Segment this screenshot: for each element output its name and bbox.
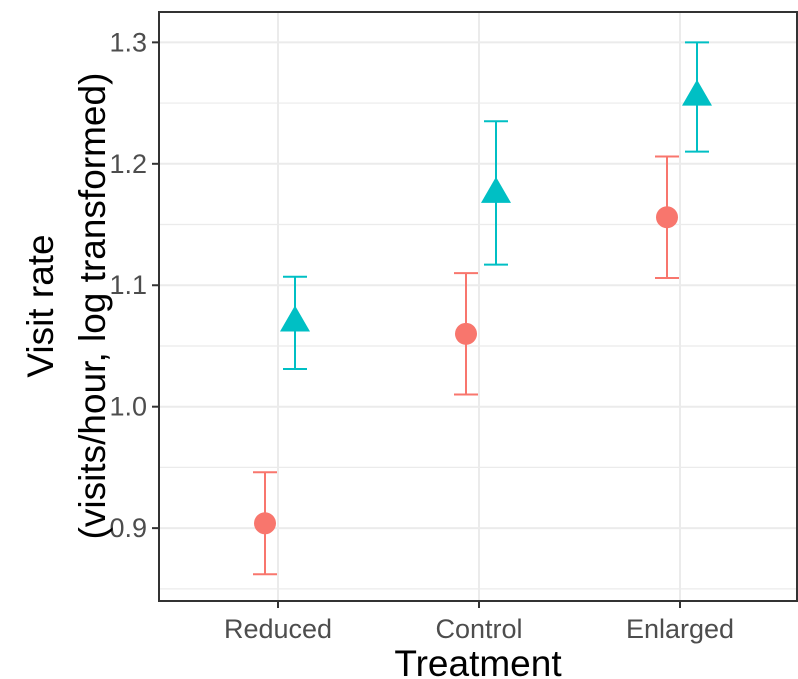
y-axis-title-line1: Visit rate [20,234,61,377]
x-tick-label: Reduced [224,614,332,644]
data-point-triangle [280,305,310,332]
x-tick-label: Control [435,614,522,644]
data-point-circle [254,512,276,535]
y-tick-label: 1.3 [109,27,147,57]
y-axis-title-line2: (visits/hour, log transformed) [72,73,113,540]
data-point-circle [656,206,678,229]
x-axis-title: Treatment [394,643,562,679]
y-tick-label: 1.0 [109,392,147,422]
y-tick-label: 0.9 [109,513,147,543]
y-tick-label: 1.1 [109,270,147,300]
x-axis: Reduced Control Enlarged [224,601,734,644]
y-tick-label: 1.2 [109,149,147,179]
data-point-triangle [682,79,712,106]
x-tick-label: Enlarged [626,614,734,644]
data-point-triangle [481,176,511,203]
series-layer [253,41,712,576]
data-point-circle [455,322,477,345]
y-axis: 0.9 1.0 1.1 1.2 1.3 [109,27,159,543]
